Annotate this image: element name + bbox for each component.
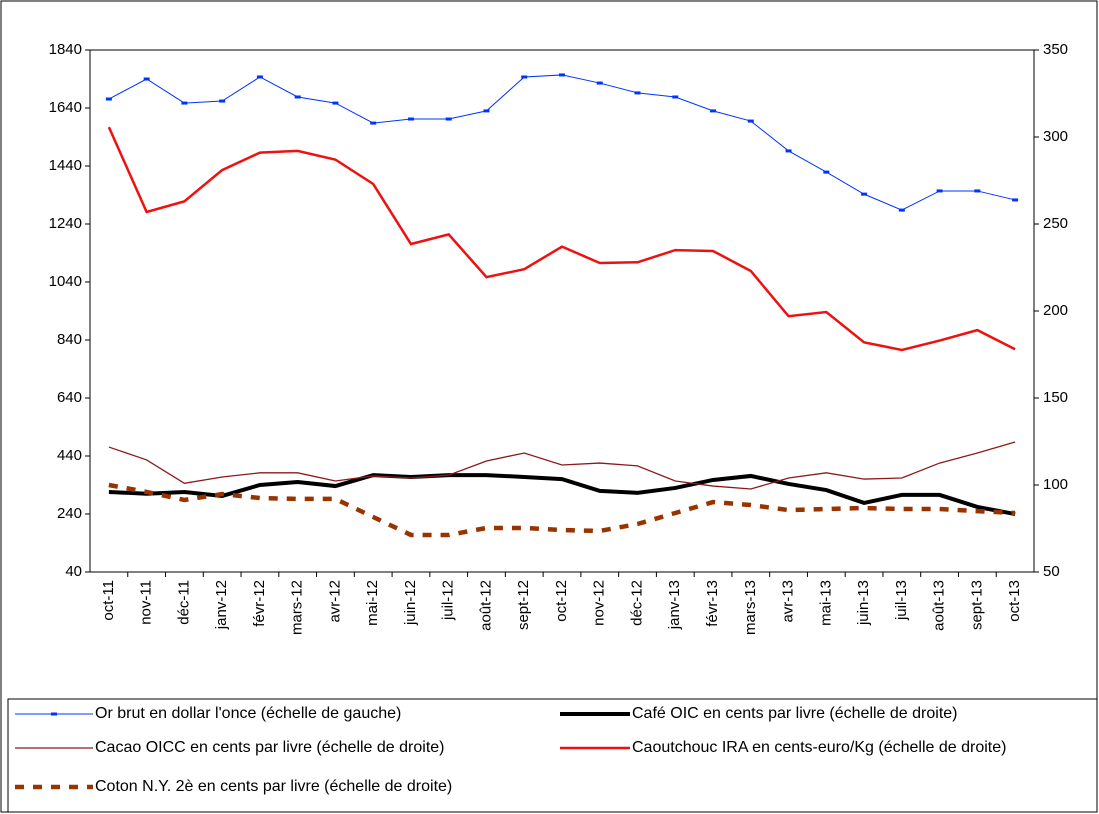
point-marker (1012, 198, 1019, 202)
x-tick-label: juil-12 (440, 580, 457, 621)
point-marker (974, 189, 981, 193)
point-marker (181, 101, 188, 105)
point-marker (823, 170, 830, 174)
y2-tick-label: 350 (1043, 41, 1068, 58)
series-line (107, 126, 1016, 352)
x-tick-label: sept-13 (968, 580, 985, 630)
y-tick-label: 240 (57, 505, 82, 522)
y2-tick-label: 200 (1043, 302, 1068, 319)
x-tick-label: janv-12 (213, 580, 230, 630)
point-marker (861, 192, 868, 196)
x-tick-label: oct-11 (100, 580, 117, 621)
x-tick-label: sept-12 (515, 580, 532, 630)
point-marker (596, 81, 603, 85)
x-tick-label: déc-12 (628, 580, 645, 626)
point-marker (105, 97, 112, 101)
x-tick-label: juin-12 (402, 580, 419, 626)
y-tick-label: 1240 (49, 215, 82, 232)
x-tick-label: août-12 (477, 580, 494, 631)
x-tick-label: oct-13 (1006, 580, 1023, 622)
x-tick-label: nov-11 (138, 580, 155, 625)
series-line (108, 74, 1016, 211)
x-tick-label: avr-13 (780, 580, 797, 623)
x-tick-label: mars-13 (742, 580, 759, 635)
point-marker (256, 75, 263, 79)
y-tick-label: 1040 (49, 273, 82, 290)
point-marker (407, 117, 414, 121)
y-tick-label: 40 (65, 563, 82, 580)
x-tick-label: mai-13 (817, 580, 834, 626)
x-tick-label: mars-12 (289, 580, 306, 635)
point-marker (370, 121, 377, 125)
point-marker (747, 119, 754, 123)
y2-tick-label: 250 (1043, 215, 1068, 232)
point-marker (710, 109, 717, 113)
y-tick-label: 640 (57, 389, 82, 406)
point-marker (634, 91, 641, 95)
x-tick-label: mai-12 (364, 580, 381, 626)
x-tick-label: déc-11 (175, 580, 192, 625)
legend-marker (51, 712, 57, 716)
x-tick-label: août-13 (931, 580, 948, 631)
point-marker (936, 189, 943, 193)
x-tick-label: oct-12 (553, 580, 570, 622)
y-tick-label: 1640 (49, 99, 82, 116)
point-marker (785, 149, 792, 153)
legend-box (7, 698, 1098, 813)
point-marker (294, 95, 301, 99)
legend-label: Cacao OICC en cents par livre (échelle d… (95, 739, 445, 756)
y2-tick-label: 300 (1043, 128, 1068, 145)
x-tick-label: juin-13 (855, 580, 872, 626)
point-marker (559, 73, 565, 77)
legend-label: Coton N.Y. 2è en cents par livre (échell… (95, 778, 452, 795)
y-tick-label: 1840 (49, 41, 82, 58)
point-marker (445, 117, 452, 121)
point-marker (672, 95, 679, 99)
y2-tick-label: 100 (1043, 476, 1068, 493)
legend-label: Caoutchouc IRA en cents-euro/Kg (échelle… (632, 739, 1006, 756)
point-marker (898, 208, 905, 212)
point-marker (332, 101, 339, 105)
x-tick-label: févr-13 (704, 580, 721, 627)
x-tick-label: janv-13 (666, 580, 683, 630)
series-line (108, 482, 1016, 538)
point-marker (219, 99, 226, 103)
legend-label: Café OIC en cents par livre (échelle de … (632, 705, 957, 722)
y2-tick-label: 150 (1043, 389, 1068, 406)
x-tick-label: juil-13 (893, 580, 910, 621)
y-tick-label: 440 (57, 447, 82, 464)
x-tick-label: nov-12 (591, 580, 608, 626)
y-tick-label: 840 (57, 331, 82, 348)
series-line (108, 473, 1016, 517)
point-marker (483, 109, 490, 113)
y-tick-label: 1440 (49, 157, 82, 174)
point-marker (143, 77, 150, 81)
x-tick-label: avr-12 (326, 580, 343, 623)
legend-label: Or brut en dollar l'once (échelle de gau… (95, 705, 401, 722)
x-tick-label: févr-12 (251, 580, 268, 627)
point-marker (521, 75, 528, 79)
series-line (108, 441, 1016, 490)
y2-tick-label: 50 (1043, 563, 1060, 580)
